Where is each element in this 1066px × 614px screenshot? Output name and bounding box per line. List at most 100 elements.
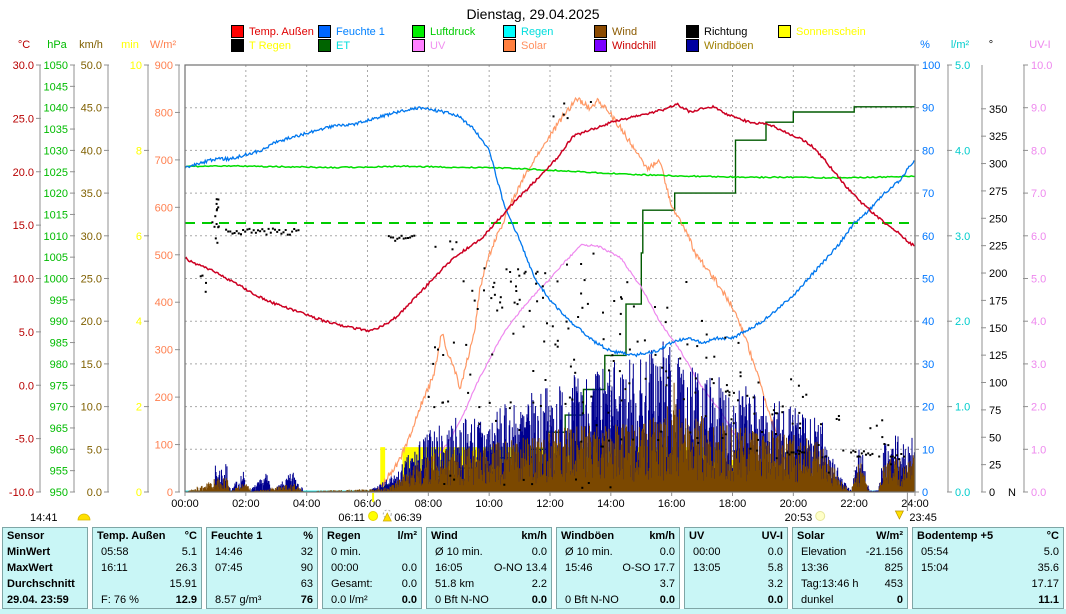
cell-info: dunkel bbox=[801, 594, 834, 606]
svg-text:275: 275 bbox=[989, 186, 1007, 198]
svg-text:30.0: 30.0 bbox=[81, 231, 102, 243]
axis-header-: ° bbox=[989, 39, 993, 51]
cell-value: 0.0 bbox=[659, 546, 675, 558]
svg-text:3.0: 3.0 bbox=[1031, 359, 1046, 371]
svg-text:70: 70 bbox=[922, 188, 934, 200]
cell-info: 00:00 bbox=[693, 546, 721, 558]
x-tick-label: 08:00 bbox=[415, 498, 443, 510]
svg-text:1030: 1030 bbox=[44, 145, 68, 157]
y-axis-km-h: 0.0 5.0 10.0 15.0 20.0 25.0 30.0 35.0 40.0 45.0 50… bbox=[79, 39, 109, 499]
legend-label: Feuchte 1 bbox=[336, 25, 385, 38]
feuchte-1-swatch-icon bbox=[318, 25, 331, 38]
legend-label: Temp. Außen bbox=[249, 25, 314, 38]
cell-info: 0 Bft N-NO bbox=[435, 594, 489, 606]
cell-info: 15:46 bbox=[565, 562, 593, 574]
group-unit: W/m² bbox=[876, 530, 903, 542]
svg-text:1.0: 1.0 bbox=[955, 402, 970, 414]
group-row: 16:05 O-NO 13.4 bbox=[427, 560, 551, 576]
group-name: Wind bbox=[431, 530, 458, 542]
group-row: Ø 10 min. 0.0 bbox=[427, 544, 551, 560]
svg-text:30.0: 30.0 bbox=[13, 60, 34, 72]
group-row: F: 76 % 12.9 bbox=[93, 592, 201, 608]
svg-text:100: 100 bbox=[922, 60, 940, 72]
svg-text:60: 60 bbox=[922, 231, 934, 243]
cell-value: -21.156 bbox=[865, 546, 903, 558]
sun-up-icon bbox=[382, 509, 392, 519]
svg-text:400: 400 bbox=[155, 297, 173, 309]
luftdruck-swatch-icon bbox=[412, 25, 425, 38]
cell-info: Elevation bbox=[801, 546, 847, 558]
legend-item-windchill: Windchill bbox=[594, 39, 656, 52]
row-label: 29.04. 23:59 bbox=[7, 594, 69, 606]
x-tick-label: 12:00 bbox=[536, 498, 564, 510]
svg-text:985: 985 bbox=[50, 338, 68, 350]
svg-text:300: 300 bbox=[989, 159, 1007, 171]
axis-header-hpa: hPa bbox=[47, 39, 67, 51]
legend-label: Windchill bbox=[612, 39, 657, 52]
svg-text:10.0: 10.0 bbox=[81, 402, 102, 414]
svg-text:975: 975 bbox=[50, 380, 68, 392]
moonset-icon bbox=[894, 510, 904, 520]
legend-item-regen: Regen bbox=[503, 25, 553, 38]
cell-info: 16:11 bbox=[101, 562, 128, 574]
table-group-windb-en: Windböen km/h Ø 10 min. 0.0 15:46 O-SO 17.7 3.… bbox=[556, 527, 680, 609]
cell-value: 0.0 bbox=[531, 546, 547, 558]
y-axis-hpa: 950 955 960 965 970 975 980 985 990 995 1000 1005 10… bbox=[44, 39, 75, 499]
chart-date-title: Dienstag, 29.04.2025 bbox=[466, 6, 600, 22]
svg-text:6: 6 bbox=[136, 231, 142, 243]
axis-header-km-h: km/h bbox=[79, 39, 103, 51]
svg-text:2: 2 bbox=[136, 402, 142, 414]
axis-header-l-m: l/m² bbox=[951, 39, 970, 51]
svg-text:25.0: 25.0 bbox=[13, 113, 34, 125]
group-row: 16:11 26.3 bbox=[93, 560, 201, 576]
row-label: Sensor bbox=[7, 530, 45, 542]
cell-value: 32 bbox=[300, 546, 313, 558]
svg-text:4.0: 4.0 bbox=[1031, 316, 1046, 328]
cell-info: 00:00 bbox=[331, 562, 359, 574]
group-unit: UV-I bbox=[761, 530, 783, 542]
svg-text:125: 125 bbox=[989, 350, 1007, 362]
table-bottom-strip bbox=[0, 609, 1066, 614]
axis-header-min: min bbox=[121, 39, 139, 51]
legend-item-wind: Wind bbox=[594, 25, 637, 38]
svg-text:20: 20 bbox=[922, 402, 934, 414]
svg-text:N: N bbox=[1008, 487, 1016, 499]
svg-text:0: 0 bbox=[167, 487, 173, 499]
group-row: Elevation -21.156 bbox=[793, 544, 907, 560]
x-tick-label: 20:00 bbox=[780, 498, 808, 510]
group-row: 05:58 5.1 bbox=[93, 544, 201, 560]
svg-text:1005: 1005 bbox=[44, 252, 68, 264]
group-header: Bodentemp +5 °C bbox=[913, 528, 1063, 544]
uv-swatch-icon bbox=[412, 39, 425, 52]
sunrise-time: 06:11 bbox=[338, 512, 365, 524]
group-header: Regen l/m² bbox=[323, 528, 421, 544]
svg-text:1015: 1015 bbox=[44, 209, 68, 221]
x-tick-label: 22:00 bbox=[840, 498, 868, 510]
svg-text:1025: 1025 bbox=[44, 167, 68, 179]
sunset-time: 20:53 bbox=[785, 512, 813, 524]
group-unit: l/m² bbox=[397, 530, 417, 542]
svg-text:950: 950 bbox=[50, 487, 68, 499]
x-tick-label: 14:00 bbox=[597, 498, 625, 510]
svg-text:0.0: 0.0 bbox=[19, 380, 34, 392]
chart-legend: Temp. Außen Feuchte 1 Luftdruck Regen Wind Ri… bbox=[0, 0, 1066, 60]
table-group-wind: Wind km/h Ø 10 min. 0.0 16:05 O-NO 13.4 51.8 k… bbox=[426, 527, 552, 609]
cell-value: 2.2 bbox=[531, 578, 547, 590]
cell-value: 0.0 bbox=[401, 578, 417, 590]
svg-text:7.0: 7.0 bbox=[1031, 188, 1046, 200]
group-unit: % bbox=[303, 530, 313, 542]
windb-en-swatch-icon bbox=[686, 39, 699, 52]
x-tick-label: 06:00 bbox=[354, 498, 382, 510]
svg-text:45.0: 45.0 bbox=[81, 103, 102, 115]
svg-text:25: 25 bbox=[989, 460, 1001, 472]
cell-value: 63 bbox=[300, 578, 313, 590]
svg-text:50.0: 50.0 bbox=[81, 60, 102, 72]
svg-text:50: 50 bbox=[922, 274, 934, 286]
svg-text:3.0: 3.0 bbox=[955, 231, 970, 243]
cell-value: O-SO 17.7 bbox=[622, 562, 675, 574]
sunrise-sun-icon bbox=[368, 511, 379, 521]
svg-text:1050: 1050 bbox=[44, 60, 68, 72]
table-column-sensor: Sensor MinWert MaxWert Durchschnitt 29.04. 2… bbox=[2, 527, 88, 609]
cell-value: 0.0 bbox=[401, 562, 417, 574]
